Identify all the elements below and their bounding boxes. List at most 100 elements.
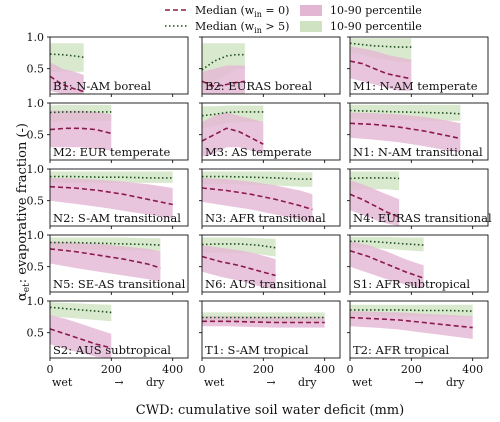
- panel-title: T2: AFR tropical: [353, 343, 449, 357]
- y-tick-label: 0.5: [27, 129, 45, 142]
- legend-item-1: Median (win = 0): [165, 4, 289, 19]
- band-win0: [350, 180, 400, 226]
- panel-title: S1: AFR subtropical: [353, 277, 470, 291]
- panel-title: N6: AUS transitional: [205, 277, 327, 291]
- band-win0: [202, 245, 276, 290]
- panel-title: M3: AS temperate: [205, 145, 312, 159]
- axis-labels: αet: evaporative fraction (-) CWD: cumul…: [15, 123, 404, 418]
- legend-label: 10-90 percentile: [330, 4, 422, 17]
- panel-title: T1: S-AM tropical: [205, 343, 309, 357]
- y-tick-label: 0.5: [27, 261, 45, 274]
- panel-frame: [349, 234, 489, 293]
- x-arrow: →: [414, 376, 423, 389]
- legend-label-suffix: > 5): [262, 20, 290, 33]
- median-line-win0: [202, 255, 276, 277]
- band-win5: [350, 236, 424, 252]
- plot-area: [350, 104, 461, 153]
- x-tick-label: 200: [101, 363, 122, 376]
- panel-title: M1: N-AM temperate: [353, 79, 478, 93]
- panel: B2: EURAS boreal: [199, 36, 341, 97]
- plot-area: [50, 104, 112, 151]
- panel-frame: [349, 36, 489, 95]
- y-axis-label: αet: evaporative fraction (-): [15, 123, 32, 301]
- x-tick-label: 400: [162, 363, 183, 376]
- x-wet-label: wet: [204, 376, 225, 389]
- legend-label-suffix: = 0): [262, 4, 290, 17]
- y-tick-label: 1.0: [27, 229, 45, 242]
- plot-area: [202, 43, 246, 94]
- plot-area: [350, 171, 400, 226]
- legend-label-subscript: in: [254, 26, 262, 35]
- band-win5: [350, 38, 412, 63]
- legend-label-text: 10-90 percentile: [330, 20, 422, 33]
- panel-frame: [49, 300, 189, 359]
- median-line-win0: [350, 193, 400, 218]
- median-line-win5: [350, 309, 473, 312]
- x-dry-label: dry: [298, 376, 317, 389]
- band-win0: [50, 110, 112, 151]
- plot-area: [350, 38, 412, 91]
- legend-label-text: Median (w: [195, 4, 255, 17]
- median-line-win5: [50, 53, 84, 59]
- legend-item-4: 10-90 percentile: [300, 20, 422, 33]
- median-line-win5: [202, 175, 313, 180]
- panel-title: B1: N-AM boreal: [53, 79, 151, 93]
- band-win0: [350, 46, 412, 91]
- panel-frame: [201, 168, 341, 227]
- median-line-win0: [350, 60, 412, 80]
- y-tick-label: 1.0: [27, 31, 45, 44]
- plot-area: [50, 237, 161, 282]
- x-tick-label: 200: [401, 363, 422, 376]
- panel-frame: [49, 36, 189, 95]
- band-win5: [50, 43, 84, 72]
- legend-item-2: Median (win > 5): [165, 20, 289, 35]
- x-tick-label: 0: [47, 363, 54, 376]
- y-tick-label: 1.0: [27, 163, 45, 176]
- panel-title: S2: AUS subtropical: [53, 343, 171, 357]
- panel-grid: 0.5 1.0 B1: N-AM boreal B2: EURAS boreal M1:…: [27, 31, 492, 389]
- median-line-win0: [202, 320, 325, 324]
- legend-label: Median (win = 0): [195, 4, 289, 19]
- x-arrow: →: [114, 376, 123, 389]
- median-line-win5: [50, 241, 161, 246]
- panel-frame: [49, 102, 189, 161]
- band-win0: [202, 65, 245, 94]
- x-tick-label: 0: [199, 363, 206, 376]
- x-tick-label: 400: [314, 363, 335, 376]
- x-arrow: →: [266, 376, 275, 389]
- plot-area: [350, 304, 473, 339]
- median-line-win0: [350, 250, 424, 279]
- y-tick-label: 1.0: [27, 295, 45, 308]
- band-win0: [202, 177, 313, 223]
- plot-area: [50, 171, 173, 219]
- median-line-win0: [50, 75, 84, 93]
- legend-label-subscript: in: [254, 10, 262, 19]
- plot-area: [202, 105, 264, 157]
- panel-title: N3: AFR transitional: [205, 211, 326, 225]
- panel: M3: AS temperate: [199, 102, 341, 163]
- panel: N4: EURAS transitional: [347, 168, 492, 229]
- x-tick-label: 0: [347, 363, 354, 376]
- legend-label: Median (win > 5): [195, 20, 289, 35]
- median-line-win5: [350, 177, 400, 180]
- panel-title: N1: N-AM transitional: [353, 145, 483, 159]
- median-line-win5: [202, 53, 245, 71]
- x-wet-label: wet: [52, 376, 73, 389]
- panel-title: N2: S-AM transitional: [53, 211, 181, 225]
- median-line-win0: [50, 127, 112, 135]
- panel: N1: N-AM transitional: [347, 102, 489, 163]
- median-line-win5: [50, 175, 173, 179]
- x-tick-label: 400: [462, 363, 483, 376]
- panel-frame: [349, 168, 489, 227]
- band-win0: [50, 314, 112, 358]
- x-dry-label: dry: [146, 376, 165, 389]
- legend-label: 10-90 percentile: [330, 20, 422, 33]
- median-line-win0: [350, 316, 473, 329]
- band-win0: [350, 311, 473, 339]
- panel: 0.5 1.0 M2: EUR temperate: [27, 97, 189, 163]
- x-wet-label: wet: [352, 376, 373, 389]
- x-axis-label: CWD: cumulative soil water deficit (mm): [136, 403, 404, 418]
- y-tick-label: 1.0: [27, 97, 45, 110]
- panel-frame: [349, 300, 489, 359]
